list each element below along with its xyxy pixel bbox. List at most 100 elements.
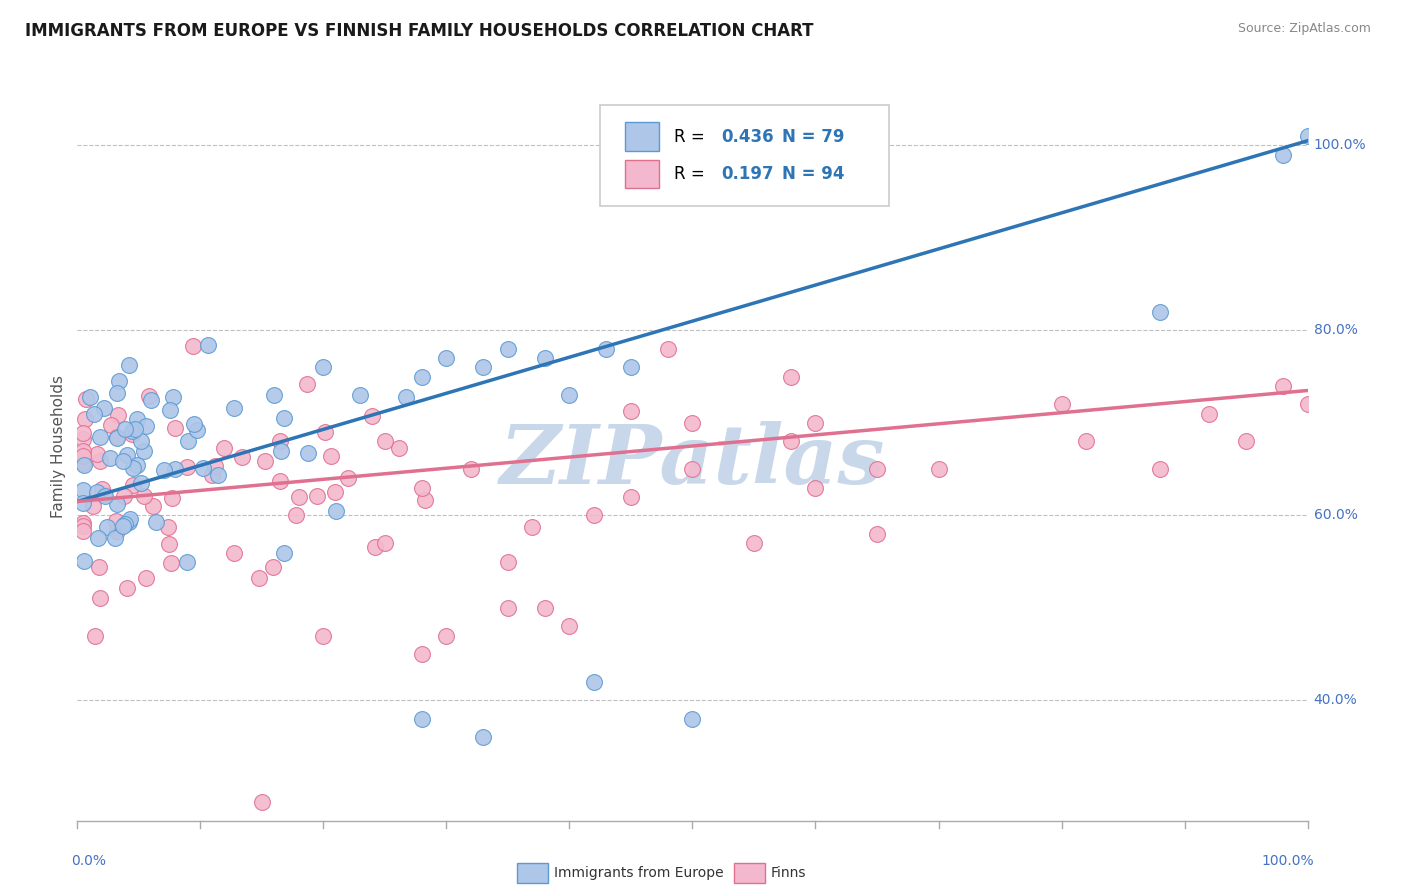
Point (436, 351, 458, 365)
Point (804, 481, 827, 495)
Point (1198, 407, 1220, 421)
Point (269, 474, 291, 488)
Text: 100.0%: 100.0% (1313, 138, 1367, 153)
Point (496, 342, 519, 356)
Point (312, 360, 335, 375)
Point (263, 388, 285, 402)
Point (186, 423, 208, 437)
Text: IMMIGRANTS FROM EUROPE VS FINNISH FAMILY HOUSEHOLDS CORRELATION CHART: IMMIGRANTS FROM EUROPE VS FINNISH FAMILY… (25, 22, 814, 40)
Point (1296, 129, 1319, 144)
Point (121, 426, 143, 441)
Text: Immigrants from Europe: Immigrants from Europe (554, 866, 724, 880)
Point (657, 342, 679, 356)
Text: 40.0%: 40.0% (1313, 693, 1357, 707)
Point (363, 541, 385, 555)
Point (1149, 305, 1171, 319)
Point (231, 450, 253, 464)
Point (132, 489, 155, 503)
Point (120, 512, 142, 526)
Point (107, 374, 129, 388)
Point (112, 489, 135, 503)
Point (312, 629, 335, 643)
Point (534, 351, 557, 365)
Point (72, 456, 94, 470)
Point (87, 531, 110, 545)
Point (105, 431, 128, 445)
Point (395, 390, 418, 404)
Point (105, 524, 128, 538)
Text: Finns: Finns (770, 866, 806, 880)
Point (212, 441, 235, 455)
Point (460, 462, 482, 476)
Point (288, 490, 311, 504)
Point (388, 441, 411, 455)
Point (83, 408, 105, 422)
Point (72, 518, 94, 533)
Point (411, 712, 433, 726)
Point (374, 536, 396, 550)
Point (112, 454, 135, 468)
Point (866, 462, 889, 476)
Point (165, 420, 187, 434)
Point (73, 458, 96, 473)
Point (94, 489, 117, 503)
Point (928, 462, 950, 476)
Point (253, 453, 276, 467)
Point (305, 489, 328, 503)
Point (91, 482, 114, 496)
Point (583, 674, 606, 689)
Point (472, 360, 495, 375)
Point (125, 458, 148, 473)
Text: Source: ZipAtlas.com: Source: ZipAtlas.com (1237, 22, 1371, 36)
Point (201, 467, 224, 482)
Point (176, 555, 198, 569)
Point (411, 647, 433, 661)
Point (124, 422, 146, 436)
Point (165, 462, 187, 476)
Point (100, 417, 122, 432)
Point (314, 425, 336, 440)
Point (160, 556, 183, 570)
Point (295, 377, 318, 392)
Point (122, 460, 145, 475)
Point (105, 430, 128, 444)
Point (89, 560, 111, 574)
Point (127, 412, 149, 426)
Point (72, 516, 94, 530)
Text: ZIPatlas: ZIPatlas (499, 421, 886, 501)
Point (1296, 397, 1319, 411)
Point (413, 493, 436, 508)
Point (135, 571, 157, 585)
Point (323, 485, 346, 500)
Point (411, 369, 433, 384)
Point (496, 555, 519, 569)
FancyBboxPatch shape (600, 105, 890, 206)
Point (93, 487, 115, 501)
Point (866, 527, 889, 541)
Point (176, 459, 198, 474)
Point (112, 519, 135, 533)
Point (1149, 462, 1171, 476)
Point (181, 339, 204, 353)
Point (620, 360, 643, 375)
Point (197, 338, 219, 352)
Point (319, 449, 342, 463)
Point (121, 424, 143, 438)
Point (115, 581, 138, 595)
Point (374, 434, 396, 449)
Point (156, 520, 179, 534)
Point (82, 500, 104, 514)
Point (160, 491, 183, 505)
Point (273, 411, 295, 425)
Point (620, 490, 643, 504)
Point (72, 524, 94, 539)
Point (804, 416, 827, 430)
Point (162, 390, 184, 404)
Point (269, 434, 291, 448)
Point (159, 403, 181, 417)
Text: N = 79: N = 79 (782, 128, 845, 145)
Point (297, 446, 319, 460)
Point (1076, 434, 1098, 449)
Point (86, 484, 108, 499)
Point (72, 449, 94, 463)
